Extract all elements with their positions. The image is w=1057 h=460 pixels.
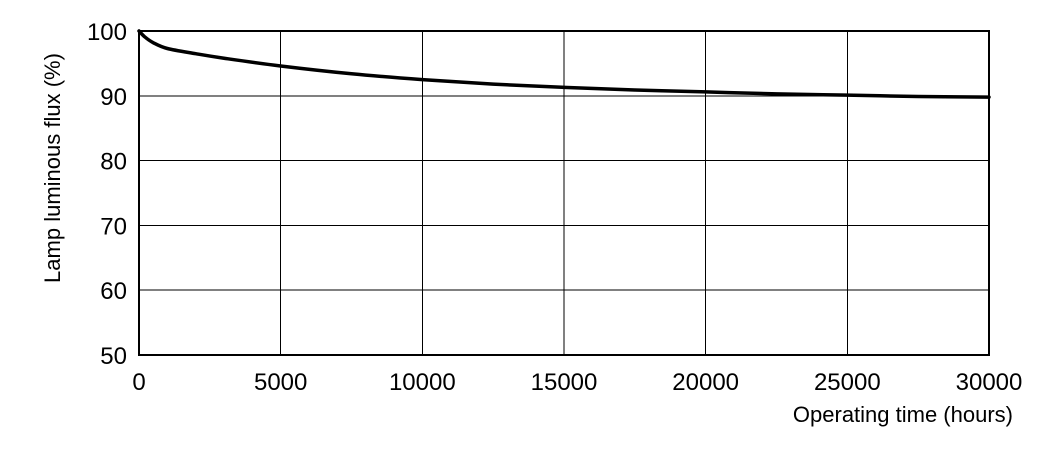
y-tick-label: 90 <box>100 84 127 111</box>
plot-frame <box>137 29 991 357</box>
y-tick-label: 60 <box>100 278 127 305</box>
x-axis-title: Operating time (hours) <box>793 402 1013 427</box>
y-tick-label: 70 <box>100 213 127 240</box>
y-axis-ticks: 50 60 70 80 90 100 <box>87 19 127 370</box>
y-tick-label: 80 <box>100 149 127 176</box>
x-tick-label: 5000 <box>254 369 307 396</box>
x-tick-label: 30000 <box>956 369 1023 396</box>
x-tick-label: 20000 <box>672 369 739 396</box>
series-layer <box>137 29 991 99</box>
series-line-0 <box>137 29 991 99</box>
grid <box>139 31 989 355</box>
y-tick-label: 50 <box>100 343 127 370</box>
x-tick-label: 0 <box>132 369 145 396</box>
y-tick-label: 100 <box>87 19 127 46</box>
x-tick-label: 10000 <box>389 369 456 396</box>
y-axis-title: Lamp luminous flux (%) <box>40 53 65 283</box>
x-tick-label: 15000 <box>531 369 598 396</box>
x-tick-label: 25000 <box>814 369 881 396</box>
x-axis-ticks: 0 5000 10000 15000 20000 25000 30000 <box>132 369 1022 396</box>
